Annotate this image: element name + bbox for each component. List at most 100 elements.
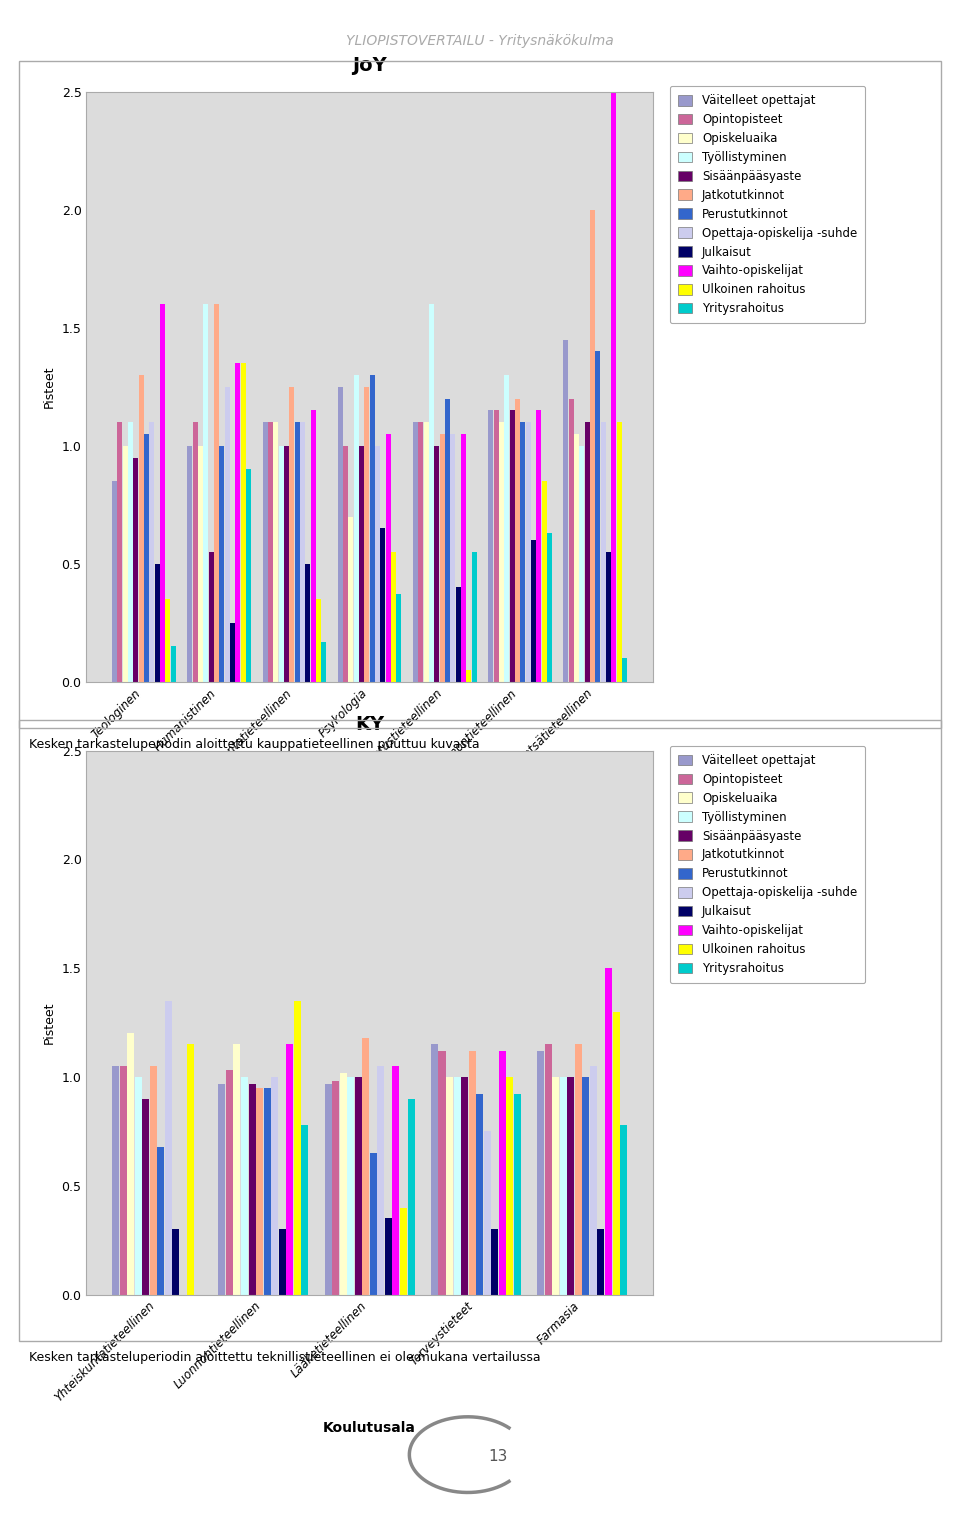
Bar: [354, 375, 359, 682]
Bar: [456, 587, 461, 682]
Y-axis label: Pisteet: Pisteet: [43, 1002, 56, 1043]
Bar: [241, 363, 246, 682]
Bar: [208, 552, 214, 682]
Bar: [605, 968, 612, 1295]
Bar: [400, 1207, 407, 1295]
Bar: [355, 1077, 362, 1295]
Bar: [348, 516, 353, 682]
Bar: [541, 481, 546, 682]
Bar: [134, 1077, 142, 1295]
Bar: [263, 423, 268, 682]
Bar: [489, 411, 493, 682]
Bar: [597, 1229, 605, 1295]
Bar: [567, 1077, 574, 1295]
Bar: [165, 1000, 172, 1295]
Bar: [274, 423, 278, 682]
Bar: [445, 398, 450, 682]
Bar: [316, 599, 321, 682]
Bar: [284, 446, 289, 682]
Bar: [453, 1077, 461, 1295]
Bar: [286, 1045, 293, 1295]
Bar: [616, 423, 622, 682]
Legend: Väitelleet opettajat, Opintopisteet, Opiskeluaika, Työllistyminen, Sisäänpääsyas: Väitelleet opettajat, Opintopisteet, Opi…: [670, 86, 865, 323]
Bar: [246, 469, 251, 682]
Bar: [219, 1083, 226, 1295]
Bar: [431, 1045, 438, 1295]
Text: 13: 13: [489, 1449, 508, 1465]
Bar: [348, 1077, 354, 1295]
Bar: [128, 1034, 134, 1295]
Bar: [144, 434, 149, 682]
Bar: [439, 1051, 445, 1295]
Bar: [583, 1077, 589, 1295]
Bar: [580, 446, 585, 682]
Bar: [241, 1077, 248, 1295]
Bar: [289, 386, 294, 682]
Bar: [461, 434, 466, 682]
Bar: [332, 1082, 339, 1295]
Bar: [620, 1124, 627, 1295]
Bar: [440, 434, 444, 682]
Bar: [112, 1066, 119, 1295]
Bar: [622, 659, 627, 682]
Bar: [117, 423, 123, 682]
Bar: [506, 1077, 514, 1295]
Title: JoY: JoY: [352, 57, 387, 75]
X-axis label: Koulutusyksikkö: Koulutusyksikkö: [305, 832, 434, 846]
Bar: [204, 305, 208, 682]
Bar: [160, 305, 165, 682]
Bar: [155, 564, 159, 682]
Bar: [230, 622, 235, 682]
X-axis label: Koulutusala: Koulutusala: [324, 1422, 416, 1435]
Bar: [362, 1037, 370, 1295]
Bar: [434, 446, 440, 682]
Bar: [128, 423, 133, 682]
Bar: [278, 446, 283, 682]
Bar: [322, 642, 326, 682]
Bar: [552, 1077, 560, 1295]
Bar: [171, 647, 176, 682]
Bar: [612, 92, 616, 682]
Bar: [133, 458, 138, 682]
Bar: [446, 1077, 453, 1295]
Bar: [419, 423, 423, 682]
Bar: [429, 305, 434, 682]
Bar: [343, 446, 348, 682]
Bar: [386, 434, 391, 682]
Bar: [233, 1045, 240, 1295]
Bar: [407, 1098, 415, 1295]
Bar: [187, 446, 192, 682]
Bar: [467, 669, 471, 682]
Bar: [359, 446, 364, 682]
Bar: [520, 423, 525, 682]
Bar: [531, 541, 536, 682]
Bar: [198, 446, 203, 682]
Bar: [295, 423, 300, 682]
Bar: [499, 423, 504, 682]
Bar: [564, 340, 568, 682]
Bar: [515, 398, 520, 682]
Bar: [324, 1083, 332, 1295]
Bar: [560, 1077, 566, 1295]
Bar: [504, 375, 509, 682]
Title: KY: KY: [355, 715, 384, 734]
Bar: [139, 375, 144, 682]
Bar: [377, 1066, 384, 1295]
Bar: [575, 1045, 582, 1295]
Bar: [173, 1229, 180, 1295]
Bar: [264, 1088, 271, 1295]
Bar: [423, 423, 429, 682]
Bar: [165, 599, 170, 682]
Bar: [150, 1066, 156, 1295]
Bar: [142, 1098, 149, 1295]
Bar: [120, 1066, 127, 1295]
Legend: Väitelleet opettajat, Opintopisteet, Opiskeluaika, Työllistyminen, Sisäänpääsyas: Väitelleet opettajat, Opintopisteet, Opi…: [670, 746, 865, 984]
Bar: [601, 423, 606, 682]
Bar: [375, 446, 380, 682]
Bar: [585, 423, 589, 682]
Bar: [187, 1045, 195, 1295]
Bar: [514, 1094, 520, 1295]
Bar: [606, 552, 612, 682]
Bar: [157, 1146, 164, 1295]
Bar: [385, 1218, 392, 1295]
